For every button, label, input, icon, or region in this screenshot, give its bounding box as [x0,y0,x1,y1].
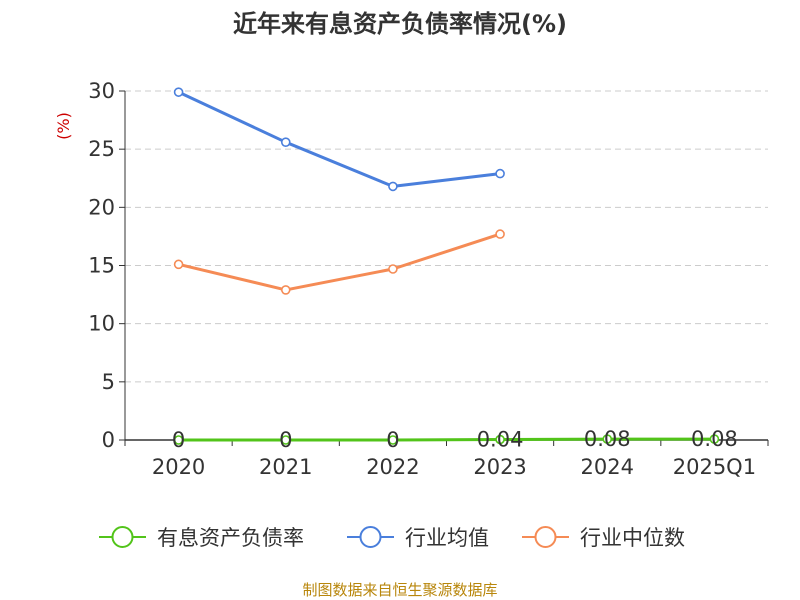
data-point [709,434,720,444]
data-label: 0.08 [584,427,631,451]
data-point [173,87,184,97]
y-tick-label: 20 [88,195,115,219]
legend: 有息资产负债率 行业均值 行业中位数 [99,526,685,550]
axes: 0 5 10 15 20 25 30 2020 2021 2022 2023 2024 2025Q1 [88,79,769,479]
y-tick-label: 30 [88,79,115,103]
series-line [177,90,501,188]
data-point [602,434,613,444]
data-label: 0.04 [477,428,524,452]
data-point [280,137,291,147]
data-point [388,435,398,445]
legend-item: 行业均值 [347,526,489,550]
legend-item: 行业中位数 [522,526,685,550]
y-tick-label: 25 [88,137,115,161]
y-tick-label: 10 [88,312,115,336]
x-tick-label: 2022 [366,455,419,479]
x-tick-label: 2020 [152,455,205,479]
source-note: 制图数据来自恒生聚源数据库 [302,581,497,599]
x-tick-label: 2024 [581,455,634,479]
legend-label: 行业均值 [405,526,489,550]
series-line [178,232,501,292]
series-1 [173,87,505,192]
data-label: 0.08 [691,427,738,451]
data-point [388,181,398,192]
legend-marker [359,526,382,548]
data-point [280,285,291,295]
legend-label: 有息资产负债率 [157,526,304,550]
chart-title: 近年来有息资产负债率情况(%) [233,10,567,38]
data-point [495,229,505,239]
data-point [173,259,184,270]
series-2 [173,229,505,295]
x-tick-label: 2023 [473,455,526,479]
legend-marker [111,526,134,548]
series-line [178,437,715,442]
data-point [495,168,505,179]
x-tick-label: 2025Q1 [673,455,756,479]
data-point [495,434,505,445]
data-point [173,435,184,445]
y-axis-unit: (%) [54,112,73,140]
series-0 [173,434,720,445]
data-label: 0 [172,428,185,452]
y-tick-label: 0 [102,428,115,452]
legend-marker [534,526,557,548]
data-label: 0 [279,428,292,452]
legend-label: 行业中位数 [580,526,685,550]
y-tick-label: 5 [102,370,115,394]
grid [125,90,768,383]
data-labels: 0 0 0 0.04 0.08 0.08 [172,427,738,452]
data-label: 0 [386,428,399,452]
data-point [388,264,398,274]
y-tick-label: 15 [88,254,115,278]
legend-item: 有息资产负债率 [99,526,304,550]
series [173,87,720,445]
x-tick-label: 2021 [259,455,312,479]
data-point [280,435,291,445]
